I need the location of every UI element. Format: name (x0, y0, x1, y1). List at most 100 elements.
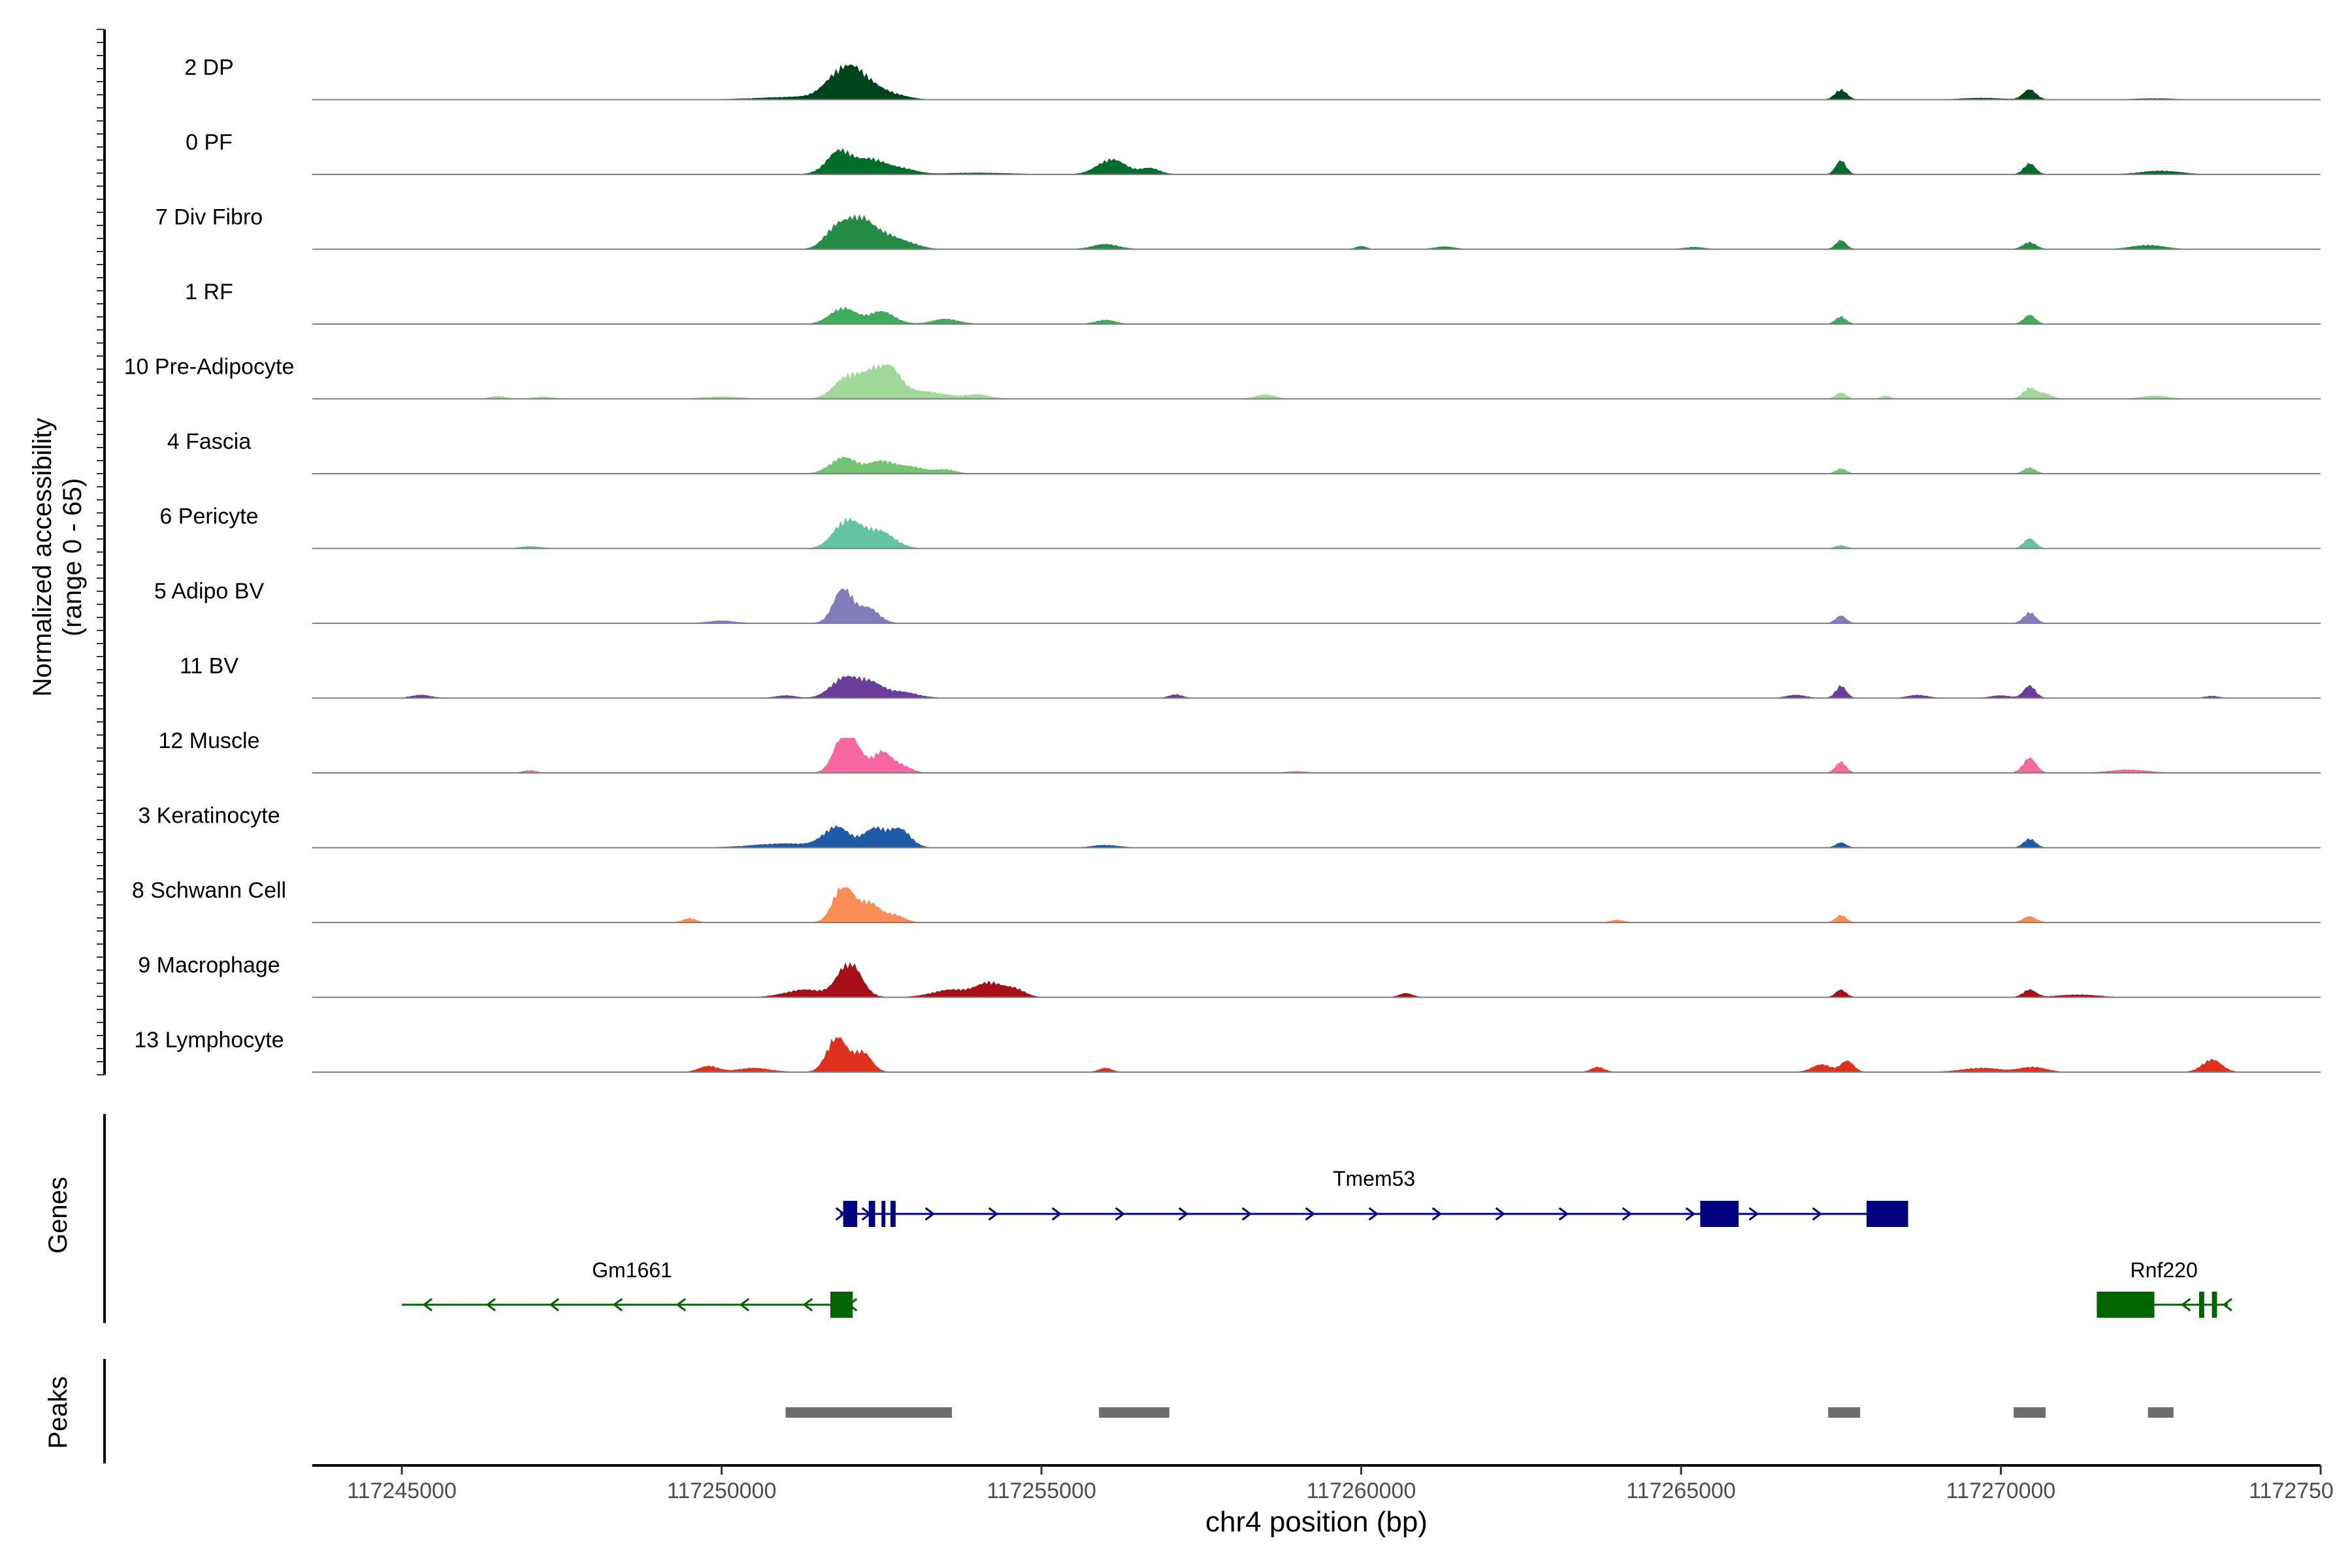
track-1-rf: 1 RF (185, 280, 2321, 325)
x-tick-label: 1172750 (2249, 1478, 2334, 1503)
gene-exon (1700, 1201, 1739, 1227)
track-10-pre-adipocyte: 10 Pre-Adipocyte (124, 355, 2321, 400)
gene-tmem53: Tmem53 (835, 1167, 1908, 1227)
track-9-macrophage: 9 Macrophage (138, 953, 2321, 998)
track-label: 12 Muscle (159, 728, 260, 753)
strand-arrow (676, 1298, 686, 1312)
coverage-tracks: 2 DP 0 PF 7 Div Fibro 1 RF 10 Pre-Adipocyte 4… (124, 56, 2321, 1073)
track-label: 6 Pericyte (159, 504, 258, 529)
strand-arrow (612, 1298, 623, 1312)
gene-exon (843, 1201, 858, 1227)
track-6-pericyte: 6 Pericyte (159, 504, 2321, 549)
strand-arrow (1051, 1207, 1062, 1221)
x-tick-label: 117260000 (1307, 1478, 1416, 1503)
coverage-area (350, 456, 2283, 474)
strand-arrow (2180, 1298, 2191, 1312)
coverage-area (350, 1037, 2283, 1072)
track-label: 5 Adipo BV (154, 579, 265, 604)
coverage-area (350, 306, 2283, 324)
gene-exon (881, 1201, 886, 1227)
gene-label: Tmem53 (1333, 1167, 1415, 1190)
gene-track: Tmem53 Gm1661 Rnf220 (402, 1167, 2232, 1318)
strand-arrow (1495, 1207, 1506, 1221)
strand-arrow (549, 1298, 559, 1312)
track-11-bv: 11 BV (180, 654, 2321, 699)
strand-arrow (1241, 1207, 1252, 1221)
track-8-schwann-cell: 8 Schwann Cell (132, 878, 2321, 923)
strand-arrow (2222, 1298, 2232, 1312)
strand-arrow (485, 1298, 496, 1312)
track-label: 8 Schwann Cell (132, 878, 286, 903)
peak-track (785, 1407, 2174, 1418)
track-label: 0 PF (186, 130, 233, 155)
track-label: 7 Div Fibro (155, 205, 263, 230)
track-2-dp: 2 DP (184, 56, 2321, 101)
gene-exon (2212, 1292, 2217, 1318)
peak-region (2148, 1407, 2174, 1418)
gene-exon (2198, 1292, 2204, 1318)
coverage-area (350, 825, 2283, 848)
coverage-area (350, 214, 2283, 250)
x-axis-title: chr4 position (bp) (1205, 1506, 1428, 1538)
coverage-area (350, 64, 2283, 100)
peak-region (1828, 1407, 1861, 1418)
gene-exon (2097, 1292, 2155, 1318)
x-tick-label: 117250000 (667, 1478, 777, 1503)
track-12-muscle: 12 Muscle (159, 728, 2321, 774)
gene-gm1661: Gm1661 (402, 1258, 858, 1318)
x-tick-label: 117255000 (987, 1478, 1096, 1503)
track-13-lymphocyte: 13 Lymphocyte (134, 1028, 2321, 1073)
track-label: 4 Fascia (167, 429, 252, 454)
peak-region (1099, 1407, 1169, 1418)
peak-region (2014, 1407, 2046, 1418)
coverage-area (350, 887, 2283, 923)
strand-arrow (802, 1298, 813, 1312)
genes-panel-label: Genes (44, 1177, 73, 1254)
gene-exon (1866, 1201, 1908, 1227)
track-0-pf: 0 PF (186, 130, 2321, 175)
strand-arrow (1305, 1207, 1316, 1221)
strand-arrow (1622, 1207, 1633, 1221)
gene-exon (890, 1201, 896, 1227)
track-label: 2 DP (184, 56, 234, 80)
strand-arrow (1115, 1207, 1126, 1221)
strand-arrow (422, 1298, 433, 1312)
coverage-area (350, 588, 2283, 623)
x-axis: 117245000 117250000 117255000 117260000 1172… (312, 1464, 2334, 1503)
track-3-keratinocyte: 3 Keratinocyte (138, 804, 2321, 849)
track-5-adipo-bv: 5 Adipo BV (154, 579, 2321, 624)
strand-arrow (988, 1207, 999, 1221)
strand-arrow (1812, 1207, 1823, 1221)
track-label: 1 RF (185, 280, 233, 304)
peaks-panel-label: Peaks (44, 1376, 73, 1448)
gene-rnf220: Rnf220 (2097, 1258, 2232, 1318)
coverage-area (350, 517, 2283, 549)
gene-label: Rnf220 (2131, 1258, 2198, 1282)
gene-exon (830, 1292, 853, 1318)
track-label: 13 Lymphocyte (134, 1028, 284, 1053)
coverage-area (350, 148, 2283, 174)
track-label: 11 BV (180, 654, 238, 679)
strand-arrow (1368, 1207, 1379, 1221)
track-label: 3 Keratinocyte (138, 804, 280, 828)
track-4-fascia: 4 Fascia (167, 429, 2321, 474)
track-label: 10 Pre-Adipocyte (124, 355, 295, 380)
strand-arrow (1431, 1207, 1443, 1221)
x-tick-label: 117270000 (1946, 1478, 2056, 1503)
coverage-area (350, 738, 2283, 773)
gene-label: Gm1661 (592, 1258, 672, 1282)
track-7-div-fibro: 7 Div Fibro (155, 205, 2321, 250)
strand-arrow (1748, 1207, 1759, 1221)
coverage-area (350, 363, 2283, 399)
x-tick-label: 117265000 (1626, 1478, 1736, 1503)
strand-arrow (924, 1207, 936, 1221)
gene-exon (868, 1201, 875, 1227)
strand-arrow (1178, 1207, 1189, 1221)
track-label: 9 Macrophage (138, 953, 280, 978)
y-axis-title-line2: (range 0 - 65) (58, 478, 87, 636)
strand-arrow (739, 1298, 749, 1312)
left-axis-bars (97, 29, 106, 1463)
x-tick-label: 117245000 (347, 1478, 457, 1503)
coverage-area (350, 962, 2283, 998)
